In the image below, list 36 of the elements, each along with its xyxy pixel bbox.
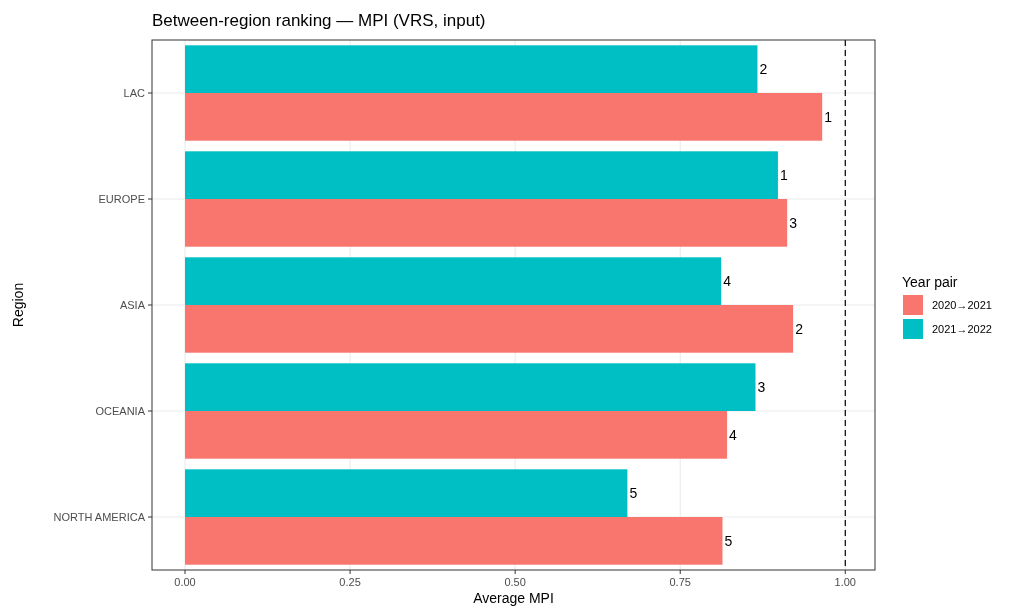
x-tick-label: 0.00 [174,576,196,588]
x-tick-label: 1.00 [834,576,856,588]
bar [185,45,758,93]
annotation: 4 [723,273,732,290]
annotation: 5 [629,485,638,502]
annotation: 2 [795,320,804,337]
x-axis-title: Average MPI [473,590,554,606]
annotation: 2 [759,61,768,78]
annotation: 3 [757,379,766,396]
bar [185,151,778,199]
legend-label: 2020→2021 [932,298,992,311]
annotation: 4 [729,426,738,443]
annotation: 1 [779,167,788,184]
bar [185,199,788,247]
annotation: 3 [789,214,798,231]
x-tick-label: 0.25 [339,576,361,588]
annotation: 5 [724,532,733,549]
x-tick-label: 0.50 [504,576,526,588]
y-tick-label: EUROPE [98,192,145,205]
y-tick-label: ASIA [119,298,146,311]
bar [185,517,723,565]
annotation: 1 [824,108,833,125]
y-axis-title: Region [10,282,26,328]
bar [185,363,756,411]
y-tick-label: NORTH AMERICA [53,510,146,523]
x-tick-label: 0.75 [669,576,691,588]
bar [185,411,728,459]
bar [185,305,794,353]
bar [185,469,628,517]
legend-label: 2021→2022 [932,322,992,335]
bar [185,257,722,305]
chart-title: Between-region ranking — MPI (VRS, input) [152,11,486,30]
legend-title: Year pair [902,274,958,290]
y-tick-label: OCEANIA [95,404,146,417]
y-tick-label: LAC [123,86,146,99]
bar [185,93,823,141]
